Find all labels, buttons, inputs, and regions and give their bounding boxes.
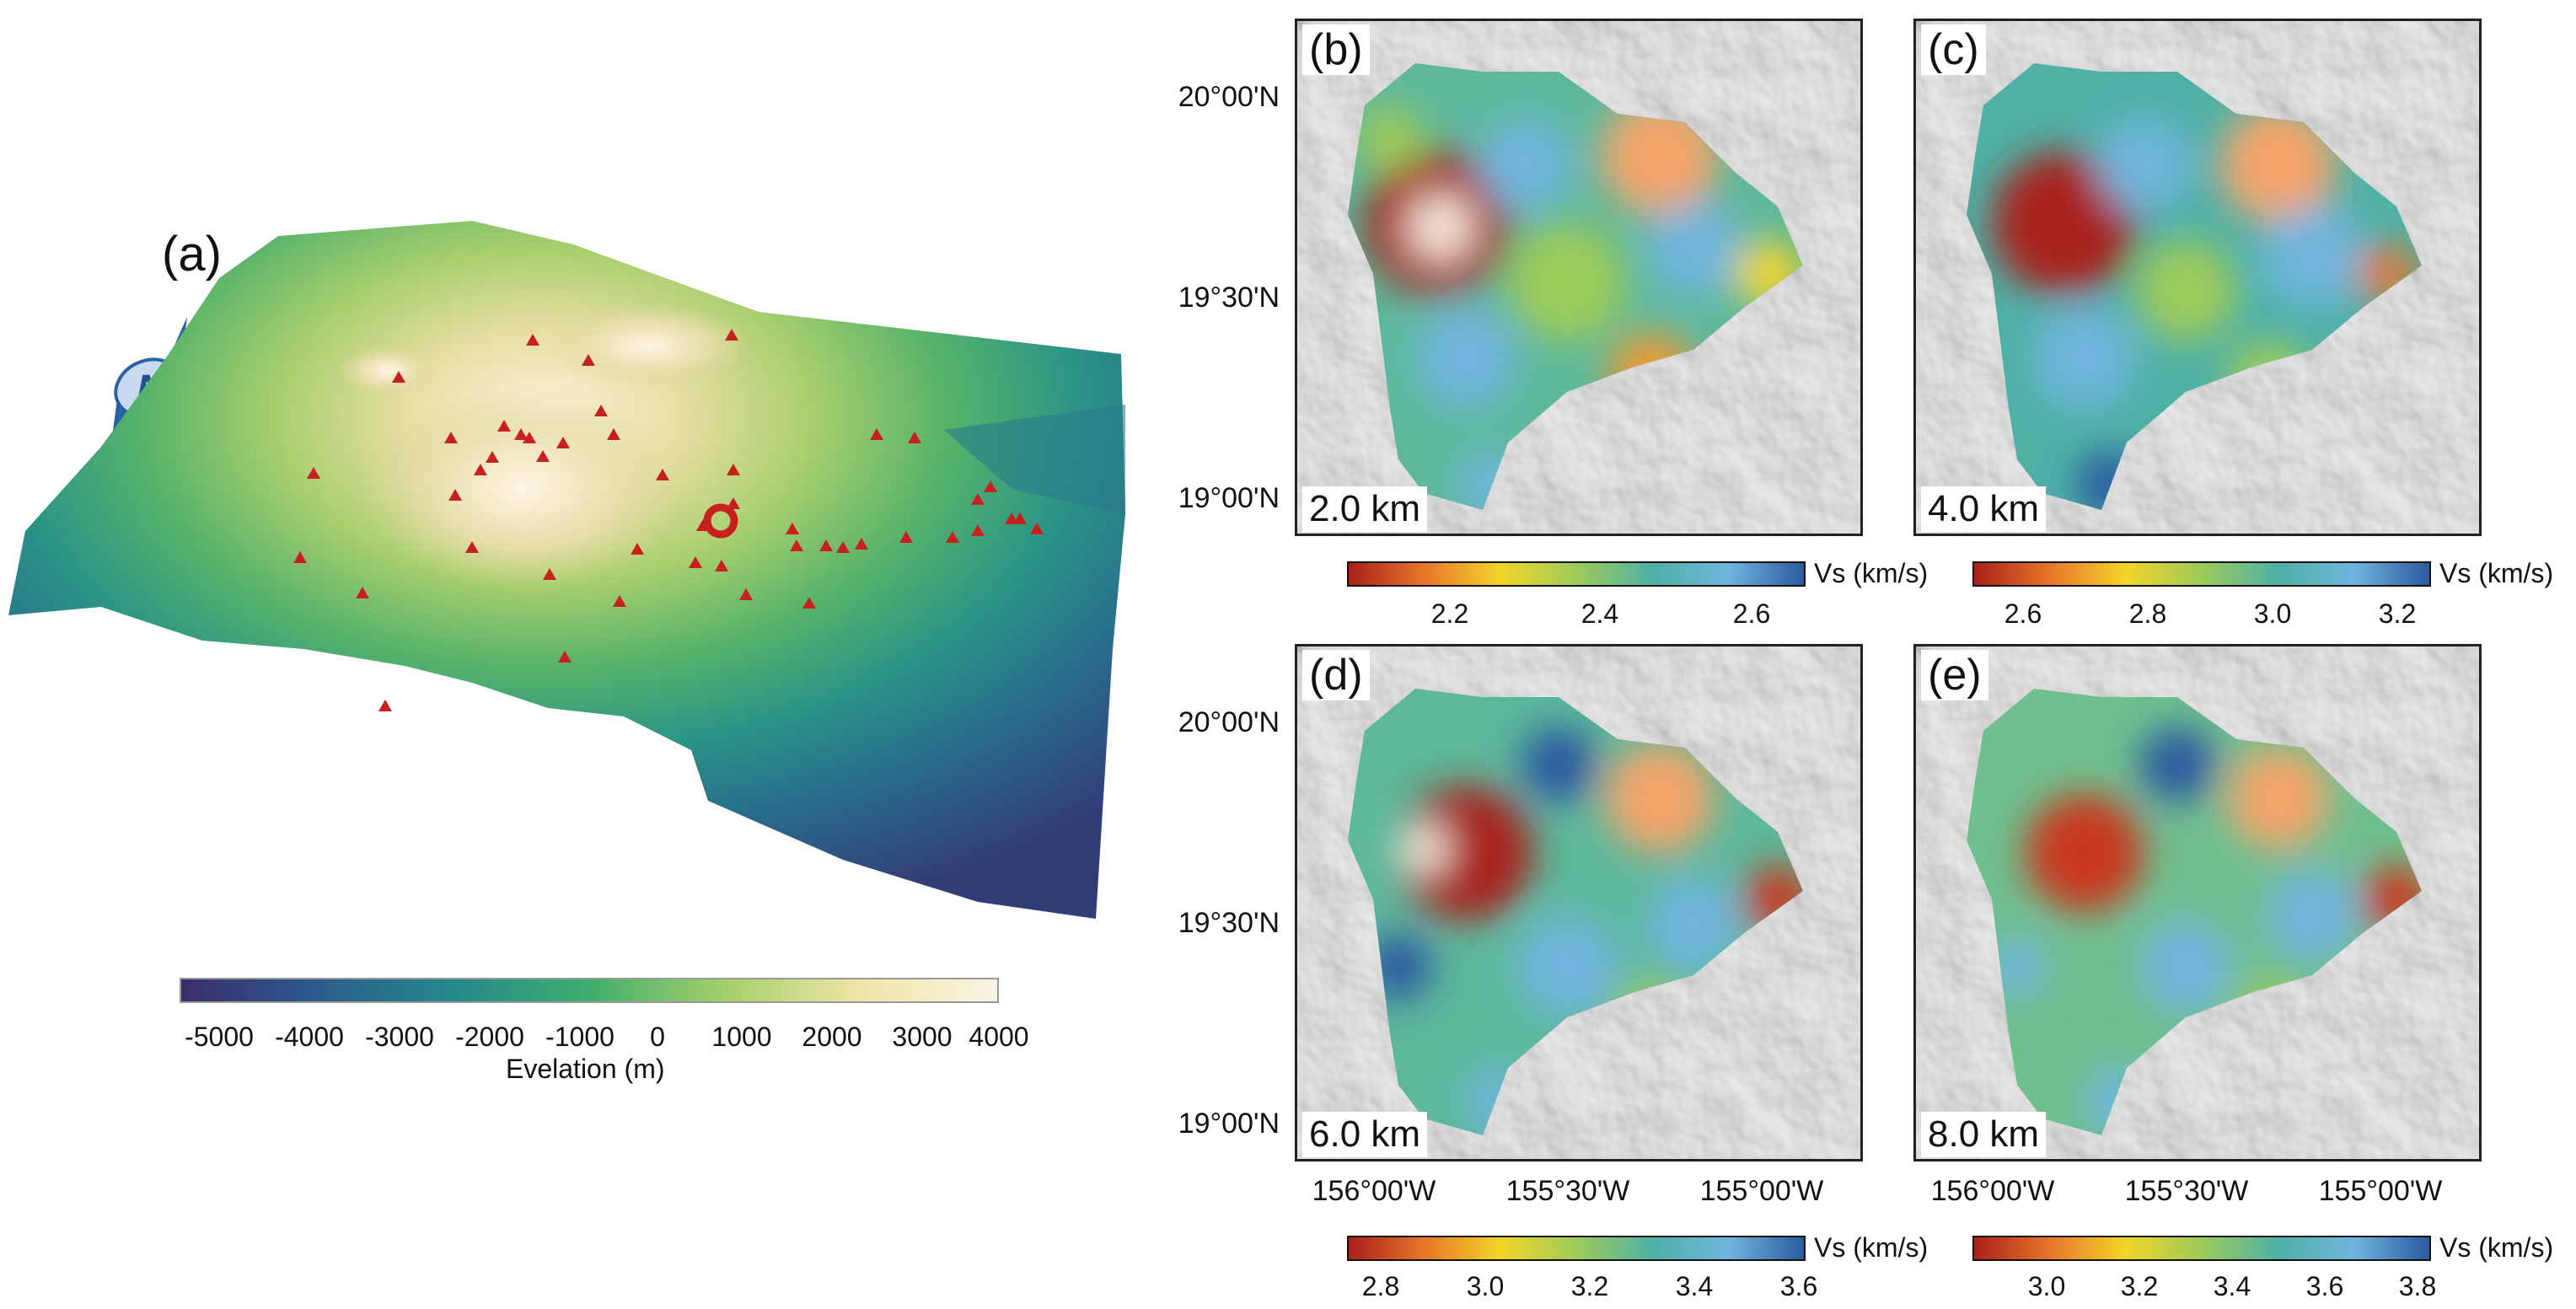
- map-e-frame: (e) 8.0 km: [1913, 644, 2482, 1161]
- cb-tick: 1000: [711, 1022, 772, 1052]
- panel-c-depth: 4.0 km: [1921, 486, 2047, 532]
- cb-tick: 3.4: [1675, 1271, 1714, 1301]
- cb-tick: 3.8: [2398, 1271, 2437, 1301]
- cb-tick: 2.6: [2004, 598, 2042, 629]
- cb-tick: -2000: [455, 1022, 524, 1052]
- cb-tick: 0: [650, 1022, 665, 1052]
- vs-colorbar-bar: [1972, 561, 2431, 587]
- panel-c-tag: (c): [1921, 24, 1986, 75]
- panel-a-label: (a): [162, 227, 222, 282]
- lon-label: 155°30'W: [1505, 1175, 1630, 1207]
- panel-b-tag: (b): [1302, 24, 1370, 75]
- panel-b-depth: 2.0 km: [1302, 486, 1428, 532]
- panel-e-tag: (e): [1921, 650, 1988, 700]
- cb-tick: 3.2: [2378, 598, 2417, 629]
- cb-tick: 3.6: [2305, 1271, 2344, 1301]
- cb-tick: 3.0: [2027, 1271, 2066, 1301]
- lat-label: 19°00'N: [1178, 482, 1280, 514]
- lon-label: 155°00'W: [2318, 1175, 2443, 1207]
- vs-colorbar-bar: [1347, 561, 1806, 587]
- elevation-colorbar: [180, 978, 999, 1003]
- lat-label: 19°30'N: [1178, 907, 1280, 939]
- cb-tick: -5000: [185, 1022, 254, 1052]
- cb-tick: 3.2: [1570, 1271, 1609, 1301]
- cb-tick: 2000: [802, 1022, 862, 1052]
- cb-tick: 2.8: [1361, 1271, 1400, 1301]
- map-b-frame: (b) 2.0 km: [1295, 19, 1863, 536]
- lat-label: 19°00'N: [1178, 1108, 1280, 1140]
- vs-colorbar-bar: [1347, 1236, 1806, 1261]
- cb-tick: 2.8: [2128, 598, 2167, 629]
- lat-label: 20°00'N: [1178, 706, 1280, 738]
- map-c-frame: (c) 4.0 km: [1913, 19, 2482, 536]
- cb-tick: 3.2: [2120, 1271, 2159, 1301]
- lon-label: 155°30'W: [2124, 1175, 2249, 1207]
- cb-tick: -4000: [275, 1022, 344, 1052]
- lon-label: 156°00'W: [1930, 1175, 2055, 1207]
- cb-tick: 2.6: [1732, 598, 1771, 629]
- lat-label: 19°30'N: [1178, 282, 1280, 314]
- cb-tick: 3.0: [1466, 1271, 1505, 1301]
- cb-tick: 3.4: [2213, 1271, 2251, 1301]
- cb-tick: 3.0: [2253, 598, 2292, 629]
- lon-label: 155°00'W: [1699, 1175, 1824, 1207]
- map-d-frame: (d) 6.0 km: [1295, 644, 1863, 1161]
- vs-colorbar-bar: [1972, 1236, 2431, 1261]
- cb-tick: 2.4: [1580, 598, 1619, 629]
- seismic-station-markers: [293, 329, 1044, 711]
- cb-tick: 3000: [892, 1022, 953, 1052]
- vs-colorbar-title: Vs (km/s): [2439, 558, 2554, 588]
- vs-colorbar-title: Vs (km/s): [1814, 558, 1929, 588]
- elevation-colorbar-title: Evelation (m): [506, 1054, 665, 1084]
- lon-label: 156°00'W: [1312, 1175, 1436, 1207]
- vs-colorbar-title: Vs (km/s): [1814, 1232, 1929, 1263]
- panel-d-tag: (d): [1302, 650, 1370, 700]
- vs-colorbar-title: Vs (km/s): [2439, 1232, 2554, 1263]
- panel-d-depth: 6.0 km: [1302, 1112, 1428, 1157]
- lat-label: 20°00'N: [1178, 81, 1280, 113]
- cb-tick: -3000: [365, 1022, 434, 1052]
- terrain-3d-surface: [8, 221, 1125, 919]
- cb-tick: 3.6: [1779, 1271, 1818, 1301]
- cb-tick: -1000: [545, 1022, 614, 1052]
- panel-e-depth: 8.0 km: [1921, 1112, 2047, 1157]
- cb-tick: 4000: [969, 1022, 1029, 1052]
- cb-tick: 2.2: [1430, 598, 1469, 629]
